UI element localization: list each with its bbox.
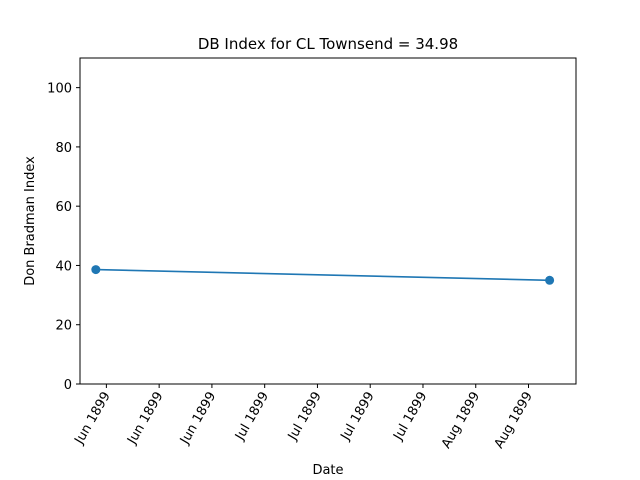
y-tick-label: 60 bbox=[55, 200, 72, 215]
x-axis-ticks: Jun 1899 Jun 1899 Jun 1899 Jul 1899 Jul 1899… bbox=[72, 384, 536, 451]
x-axis-label: Date bbox=[312, 463, 343, 478]
y-tick-label: 80 bbox=[55, 141, 72, 156]
x-tick-label: Aug 1899 bbox=[492, 390, 536, 452]
y-axis-label: Don Bradman Index bbox=[23, 156, 38, 286]
data-point bbox=[91, 265, 101, 275]
x-tick-label: Jun 1899 bbox=[72, 390, 114, 448]
y-tick-label: 40 bbox=[55, 259, 72, 274]
y-tick-label: 20 bbox=[55, 319, 72, 334]
x-tick-label: Aug 1899 bbox=[439, 390, 483, 452]
x-tick-label: Jun 1899 bbox=[124, 390, 166, 448]
series-line bbox=[95, 268, 550, 282]
data-point bbox=[545, 275, 555, 285]
x-tick-label: Jul 1899 bbox=[390, 390, 430, 444]
y-tick-label: 0 bbox=[64, 378, 72, 393]
plot-area-frame bbox=[79, 57, 577, 385]
x-tick-label: Jul 1899 bbox=[232, 390, 272, 444]
x-tick-label: Jul 1899 bbox=[285, 390, 325, 444]
y-tick-label: 100 bbox=[47, 82, 72, 97]
y-axis-ticks: 0 20 40 60 80 100 bbox=[47, 82, 80, 393]
chart-title: DB Index for CL Townsend = 34.98 bbox=[198, 35, 458, 53]
series-layer bbox=[91, 265, 555, 285]
x-tick-label: Jul 1899 bbox=[338, 390, 378, 444]
x-tick-label: Jun 1899 bbox=[177, 390, 219, 448]
